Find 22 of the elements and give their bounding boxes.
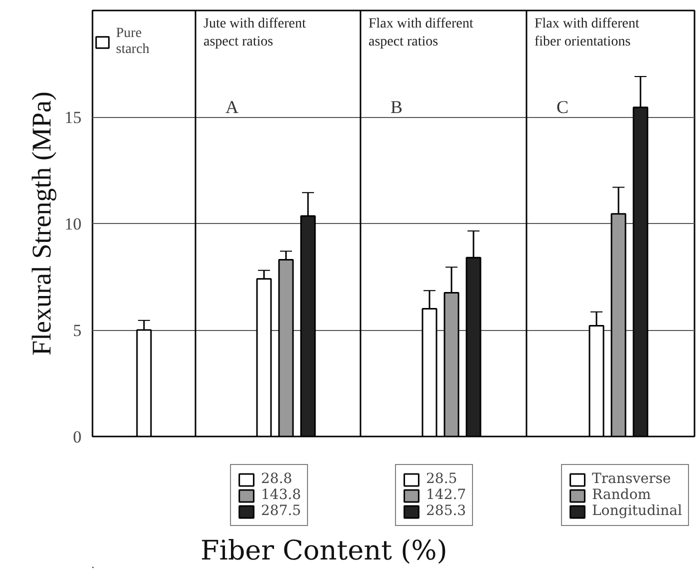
annotation: A xyxy=(226,97,238,117)
legend-label: 142.7 xyxy=(426,487,466,503)
annotation: Flax with different fiber orientations xyxy=(534,16,640,50)
annotation: B xyxy=(390,97,403,117)
legend-label: 28.5 xyxy=(426,471,458,487)
legend-label: Random xyxy=(592,487,651,503)
legend-label: Longitudinal xyxy=(592,503,682,519)
x-axis-title: Fiber Content (%) xyxy=(200,536,448,566)
legend-label: 285.3 xyxy=(426,503,466,519)
legend-label: 28.8 xyxy=(261,471,292,487)
y-tick-label: 15 xyxy=(64,108,82,127)
annotation: C xyxy=(556,97,569,117)
y-axis-title: Flexural Strength (MPa) xyxy=(26,92,56,356)
annotation: Flax with different aspect ratios xyxy=(368,16,474,50)
legend-label: Transverse xyxy=(592,471,671,487)
annotation: Jute with different aspect ratios xyxy=(204,16,306,50)
legend-label: Pure starch xyxy=(116,26,150,58)
y-tick-label: 10 xyxy=(64,214,82,234)
legend-label: 287.5 xyxy=(261,503,302,519)
y-tick-label: 5 xyxy=(73,321,82,340)
y-tick-label: 0 xyxy=(73,428,82,446)
legend-label: 143.8 xyxy=(261,487,302,503)
